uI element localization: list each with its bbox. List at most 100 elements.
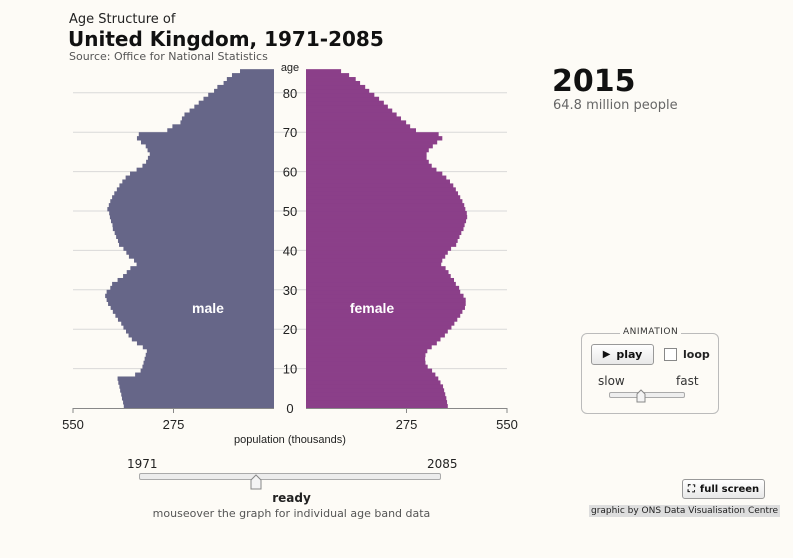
animation-legend: ANIMATION <box>620 327 682 337</box>
speed-slider-track[interactable] <box>609 392 685 398</box>
bar-male <box>119 183 275 188</box>
bar-male <box>112 226 274 232</box>
bar-female <box>306 140 438 145</box>
bar-female <box>306 317 458 322</box>
bar-male <box>226 77 274 82</box>
bar-male <box>115 313 274 318</box>
bar-male <box>117 317 274 322</box>
x-tick-label: 550 <box>62 417 84 432</box>
bar-male <box>120 388 274 393</box>
bar-female <box>306 195 461 200</box>
bar-male <box>128 333 274 338</box>
bar-female <box>306 246 452 251</box>
bar-male <box>114 191 275 196</box>
bar-male <box>184 112 274 117</box>
bar-male <box>198 100 274 106</box>
bar-male <box>143 360 274 366</box>
bar-female <box>306 285 460 291</box>
bar-male <box>119 242 274 247</box>
bar-female <box>306 179 450 184</box>
x-tick-label: 275 <box>396 417 418 432</box>
bar-female <box>306 171 443 176</box>
y-tick-label: 80 <box>283 86 297 101</box>
y-tick-label: 40 <box>283 243 297 258</box>
bar-male <box>123 404 274 409</box>
bar-male <box>112 309 274 314</box>
labels: male female <box>192 300 394 316</box>
bar-male <box>126 270 274 275</box>
bar-female <box>306 396 447 401</box>
bar-male <box>203 96 274 102</box>
bar-male <box>105 293 274 299</box>
bar-female <box>306 112 397 117</box>
bar-female <box>306 92 375 98</box>
x-axis-label: population (thousands) <box>234 434 346 446</box>
bar-male <box>112 195 274 200</box>
bar-female <box>306 372 436 377</box>
bar-male <box>111 218 275 224</box>
bar-female <box>306 325 452 330</box>
bar-female <box>306 356 426 362</box>
bar-female <box>306 360 426 366</box>
bar-male <box>146 348 274 354</box>
fullscreen-button[interactable]: ⛶ full screen <box>682 479 765 499</box>
bar-female <box>306 214 468 220</box>
year-slider-thumb[interactable] <box>250 474 262 490</box>
y-tick-label: 0 <box>286 401 293 416</box>
bar-female <box>306 333 445 338</box>
axes: 0 10 20 30 40 50 60 70 80 age 550 275 275 550 populati… <box>62 62 518 446</box>
bar-male <box>107 207 275 212</box>
bar-male <box>240 69 274 74</box>
bar-female <box>306 364 428 369</box>
bar-female <box>306 144 433 149</box>
bar-male <box>145 352 274 358</box>
bar-male <box>142 163 274 169</box>
bar-male <box>136 341 274 346</box>
year-start-label: 1971 <box>127 457 158 471</box>
bar-female <box>306 376 439 381</box>
bar-female <box>306 77 356 82</box>
bar-female <box>306 234 460 239</box>
bar-male <box>110 199 274 204</box>
bar-female <box>306 277 455 283</box>
y-tick-label: 70 <box>283 125 297 140</box>
x-tick-label: 550 <box>496 417 518 432</box>
bar-male <box>117 238 274 243</box>
bar-female <box>306 329 448 334</box>
bar-female <box>306 281 456 287</box>
bar-male <box>130 266 274 271</box>
bar-male <box>108 301 274 306</box>
bar-female <box>306 69 342 74</box>
year-end-label: 2085 <box>427 457 458 471</box>
bar-female <box>306 297 466 303</box>
bar-female <box>306 321 455 326</box>
bar-female <box>306 242 457 247</box>
bar-male <box>116 187 274 192</box>
fullscreen-label: full screen <box>699 483 760 495</box>
y-tick-label: 20 <box>283 322 297 337</box>
bar-female <box>306 132 439 137</box>
bar-female <box>306 313 461 318</box>
bar-female <box>306 108 393 113</box>
bar-female <box>306 238 458 243</box>
bar-female <box>306 368 433 373</box>
bar-male <box>116 234 275 239</box>
current-year: 2015 <box>552 64 636 99</box>
bar-male <box>110 305 274 310</box>
bar-male <box>117 277 275 283</box>
bar-male <box>118 380 274 385</box>
loop-checkbox[interactable] <box>664 348 677 361</box>
play-button[interactable]: ▶ play <box>591 344 654 365</box>
year-slider-track[interactable] <box>139 473 441 480</box>
bar-male <box>214 88 274 94</box>
bar-female <box>306 250 448 255</box>
bar-female <box>306 274 451 279</box>
speed-slider-thumb[interactable] <box>636 389 646 403</box>
bar-male <box>136 136 274 141</box>
bar-male <box>149 151 274 157</box>
y-tick-label: 60 <box>283 165 297 180</box>
bar-female <box>306 400 448 405</box>
bar-male <box>147 147 274 153</box>
bar-male <box>142 364 274 369</box>
